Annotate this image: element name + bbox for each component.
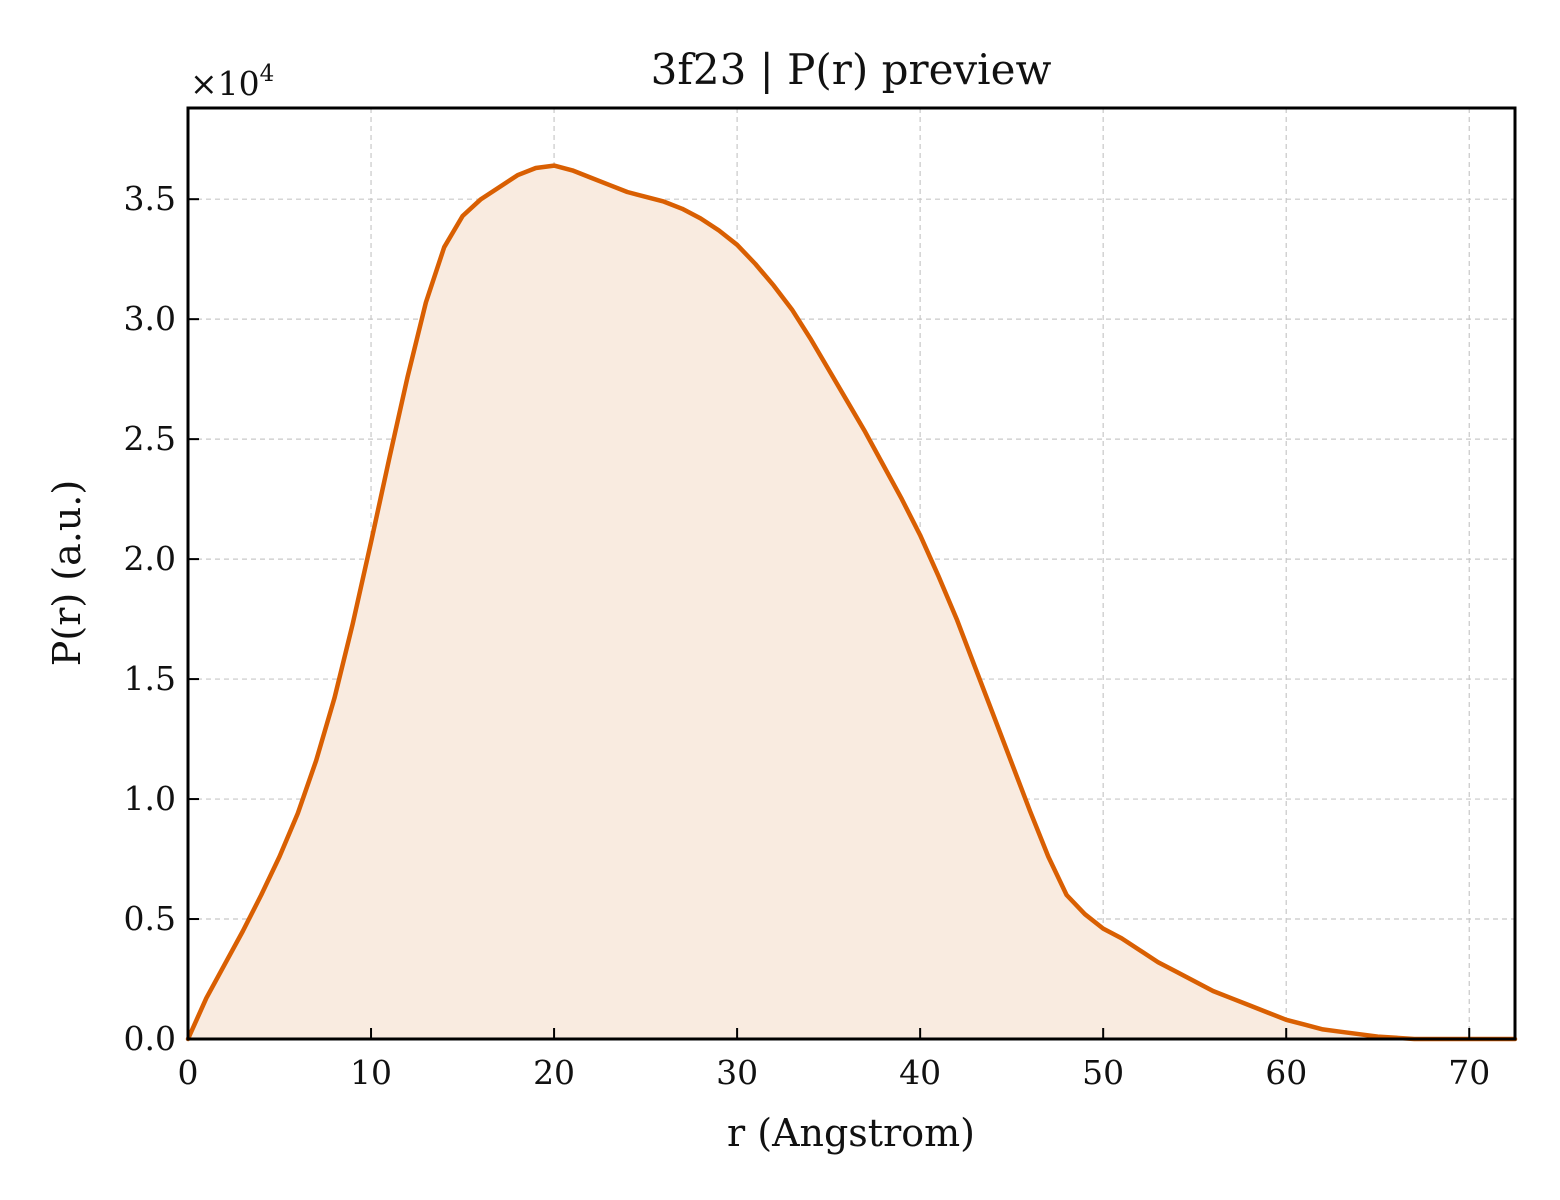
x-tick-label: 50 <box>1082 1053 1124 1092</box>
pr-area-fill <box>188 165 1515 1040</box>
plot-frame <box>186 106 1517 1041</box>
y-tick-label: 2.5 <box>124 419 176 458</box>
x-tick-label: 70 <box>1448 1053 1490 1092</box>
ticks: 0 10 20 30 40 50 60 70 0.0 0.5 1.0 1.5 2.0 2.5 3.0 3.5 <box>124 179 1491 1092</box>
y-offset-label: ×104 <box>190 61 274 103</box>
y-offset-base: ×10 <box>190 64 260 103</box>
x-tick-label: 10 <box>350 1053 392 1092</box>
x-tick-label: 20 <box>533 1053 575 1092</box>
x-tick-label: 40 <box>899 1053 941 1092</box>
y-tick-label: 3.5 <box>124 179 176 218</box>
chart-title: 3f23 | P(r) preview <box>651 45 1052 94</box>
x-axis-label: r (Angstrom) <box>727 1111 975 1155</box>
x-tick-label: 30 <box>716 1053 758 1092</box>
y-tick-label: 0.0 <box>124 1019 176 1058</box>
y-tick-label: 1.0 <box>124 779 176 818</box>
y-tick-label: 1.5 <box>124 659 176 698</box>
y-tick-label: 0.5 <box>124 899 176 938</box>
x-tick-label: 0 <box>178 1053 199 1092</box>
y-axis-label: P(r) (a.u.) <box>45 480 89 666</box>
y-tick-label: 3.0 <box>124 299 176 338</box>
x-tick-label: 60 <box>1265 1053 1307 1092</box>
pr-series-line <box>185 163 1518 1042</box>
y-tick-label: 2.0 <box>124 539 176 578</box>
y-offset-exponent: 4 <box>260 61 275 87</box>
